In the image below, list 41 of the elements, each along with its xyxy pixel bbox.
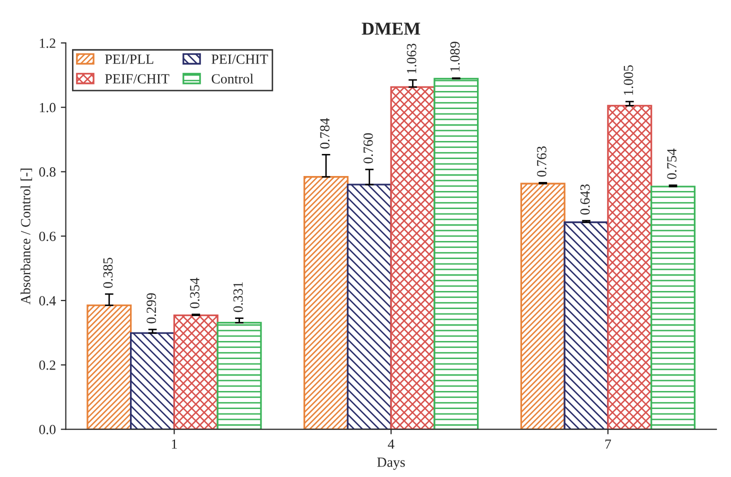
legend-label: Control (212, 74, 254, 84)
bar (216, 322, 262, 430)
chart-title: DMEM (362, 22, 420, 35)
data-label: 0.754 (667, 148, 677, 180)
y-tick-label: 0.6 (39, 232, 56, 242)
bar (304, 176, 349, 430)
bar (434, 78, 479, 430)
x-tick-label: 1 (172, 439, 177, 449)
y-tick-label: 0.2 (39, 360, 56, 370)
y-tick-label: 1.2 (40, 38, 56, 48)
bar (564, 221, 609, 430)
y-axis-title: Absorbance / Control [-] (20, 168, 32, 304)
data-label: 1.089 (450, 42, 460, 72)
legend-label: PEI/PLL (105, 54, 154, 64)
data-label: 1.063 (406, 44, 416, 74)
bar (346, 184, 392, 430)
bar (130, 332, 176, 430)
data-label: 0.299 (146, 293, 156, 324)
data-label: 0.385 (103, 258, 113, 288)
bar (390, 86, 436, 430)
legend-label: PEI/CHIT (212, 54, 268, 64)
bar (173, 314, 218, 430)
legend-label: PEIF/CHIT (105, 74, 170, 84)
x-tick-label: 7 (605, 440, 612, 449)
data-label: 1.005 (624, 65, 634, 95)
bar (520, 182, 566, 430)
data-label: 0.331 (233, 282, 243, 312)
data-label: 0.784 (320, 118, 330, 149)
bar (86, 304, 132, 430)
bar (650, 186, 696, 430)
data-label: 0.354 (190, 278, 200, 308)
data-label: 0.760 (364, 133, 373, 164)
y-tick-label: 0.8 (39, 167, 56, 177)
y-tick-label: 0.0 (39, 424, 56, 434)
data-label: 0.643 (580, 184, 590, 215)
x-tick-label: 4 (388, 440, 394, 449)
bar (607, 104, 652, 430)
x-axis-title: Days (377, 458, 405, 470)
y-tick-label: 0.4 (39, 296, 56, 306)
y-tick-label: 1.0 (40, 102, 56, 112)
data-label: 0.763 (536, 146, 546, 177)
